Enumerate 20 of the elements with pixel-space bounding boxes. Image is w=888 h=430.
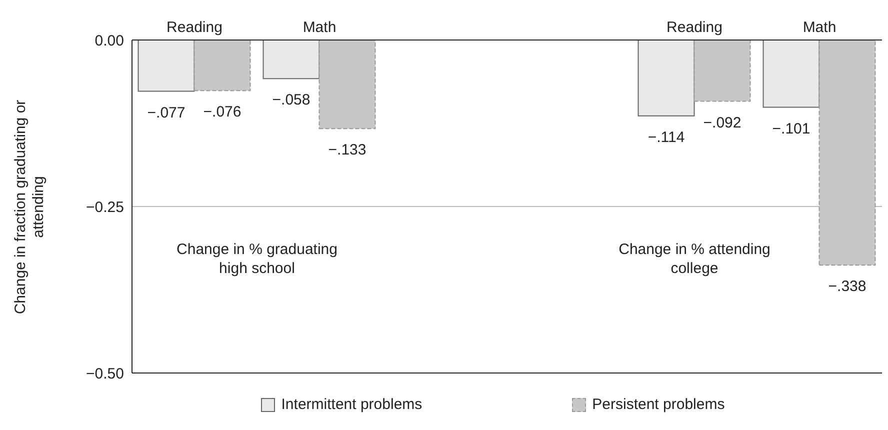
data-label: −.101 [772, 120, 810, 138]
x-tick-label: Math [802, 19, 836, 36]
legend-label: Persistent problems [592, 396, 725, 413]
y-tick-label: 0.00 [94, 32, 124, 50]
data-label: −.076 [203, 104, 242, 121]
data-label: −.092 [703, 114, 742, 132]
data-label: −.133 [328, 142, 366, 159]
y-tick-label: −0.25 [86, 198, 124, 216]
annotation: Change in % attending college [618, 240, 772, 278]
data-label: −.077 [147, 104, 186, 122]
data-label: −.338 [828, 278, 866, 296]
data-label: −.114 [648, 128, 685, 146]
annotation: Change in % graduating high school [176, 240, 338, 278]
legend-label: Intermittent problems [281, 396, 422, 413]
data-label: −.058 [272, 92, 310, 109]
y-tick-label: −0.50 [86, 365, 124, 382]
x-tick-label: Reading [666, 19, 722, 36]
x-tick-label: Math [302, 19, 336, 36]
y-axis-title: Change in fraction graduating or attending [12, 98, 48, 316]
x-tick-label: Reading [166, 19, 222, 36]
